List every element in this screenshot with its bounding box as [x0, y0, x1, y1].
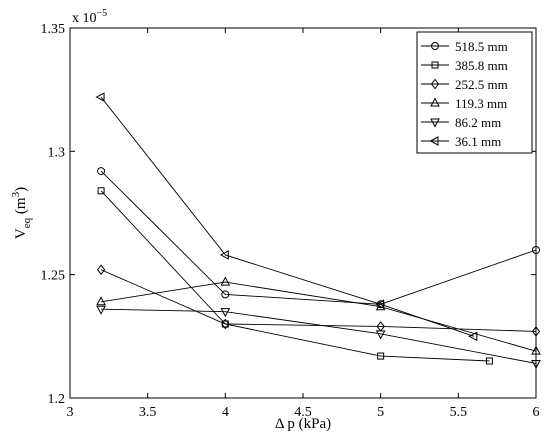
- data-point: [532, 246, 540, 254]
- data-point: [220, 308, 231, 318]
- y-axis-title: Veq (m3): [10, 187, 33, 239]
- data-point: [485, 357, 493, 365]
- data-point: [221, 290, 230, 299]
- legend-label: 36.1 mm: [455, 134, 501, 149]
- legend-item: 385.8 mm: [421, 58, 508, 73]
- data-point: [531, 345, 541, 355]
- data-point: [96, 296, 106, 306]
- series-0: [97, 167, 540, 309]
- series-layer: [95, 92, 541, 370]
- series-5: [95, 92, 478, 342]
- data-point: [375, 330, 386, 340]
- legend-label: 252.5 mm: [455, 77, 508, 92]
- series-line: [100, 170, 537, 305]
- x-tick-label: 5.5: [450, 405, 468, 420]
- x-tick-label: 3.5: [139, 405, 157, 420]
- legend-item: 86.2 mm: [421, 115, 501, 130]
- y-tick-label: 1.35: [41, 22, 66, 37]
- data-point: [219, 250, 229, 260]
- y-tick-label: 1.25: [41, 269, 66, 284]
- legend-box: [416, 31, 533, 154]
- x-axis-title: Δ p (kPa): [275, 416, 331, 432]
- data-point: [97, 187, 105, 195]
- legend-item: 518.5 mm: [421, 39, 508, 54]
- x-tick-label: 4: [222, 405, 229, 420]
- legend-item: 252.5 mm: [421, 77, 508, 92]
- legend-item: 119.3 mm: [421, 96, 507, 111]
- legend-marker: [430, 97, 440, 107]
- legend: 518.5 mm 385.8 mm 252.5 mm 119.3 mm 86.2 mm 3…: [416, 31, 533, 154]
- legend-marker: [431, 42, 439, 50]
- series-line: [101, 308, 537, 364]
- data-point: [97, 167, 106, 176]
- y-axis-ticks: 1.2 1.25 1.3 1.35: [41, 22, 536, 407]
- x-axis-ticks: 3 3.5 4 4.5 5 5.5 6: [67, 28, 540, 420]
- x-tick-label: 3: [67, 405, 74, 420]
- x-tick-label: 6: [533, 405, 540, 420]
- series-line: [100, 96, 475, 337]
- x-tick-label: 5: [377, 405, 384, 420]
- data-point: [220, 276, 231, 286]
- data-point: [531, 326, 541, 337]
- data-point: [95, 92, 105, 102]
- series-line: [100, 281, 537, 352]
- data-point: [96, 305, 106, 315]
- series-line: [100, 190, 490, 362]
- series-4: [96, 305, 541, 370]
- y-tick-label: 1.2: [48, 392, 66, 407]
- legend-marker: [430, 78, 440, 90]
- legend-label: 385.8 mm: [455, 58, 508, 73]
- x-tick-label: 4.5: [294, 405, 312, 420]
- series-3: [96, 276, 541, 355]
- data-point: [375, 299, 385, 310]
- legend-label: 86.2 mm: [455, 115, 501, 130]
- legend-label: 119.3 mm: [455, 96, 507, 111]
- data-point: [531, 359, 541, 370]
- data-point: [377, 352, 385, 360]
- legend-marker: [429, 136, 439, 146]
- y-exponent-label: x 10−5: [72, 8, 107, 26]
- legend-label: 518.5 mm: [455, 39, 508, 54]
- legend-marker: [431, 61, 439, 69]
- data-point: [468, 331, 478, 342]
- data-point: [221, 318, 230, 330]
- data-point: [96, 264, 106, 276]
- legend-marker: [430, 118, 440, 128]
- y-tick-label: 1.3: [48, 145, 66, 160]
- legend-item: 36.1 mm: [421, 134, 501, 149]
